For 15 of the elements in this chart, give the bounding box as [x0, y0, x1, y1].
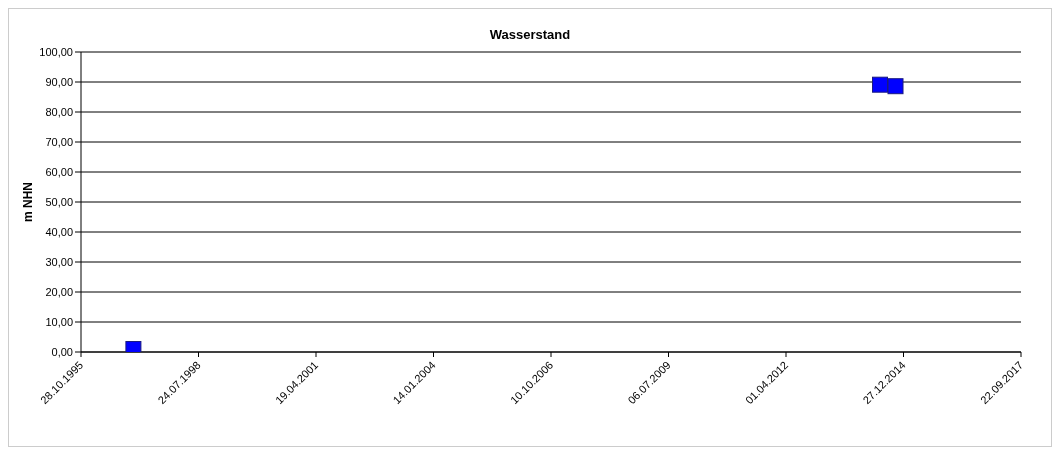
- y-axis-title: m NHN: [21, 181, 36, 223]
- y-tick-label: 40,00: [45, 225, 73, 238]
- y-tick-label: 10,00: [45, 315, 73, 328]
- point: [887, 78, 904, 95]
- y-tick-label: 20,00: [45, 285, 73, 298]
- y-tick-label: 60,00: [45, 165, 73, 178]
- y-tick-label: 100,00: [39, 45, 73, 58]
- y-tick-label: 0,00: [51, 345, 73, 358]
- y-tick-label: 30,00: [45, 255, 73, 268]
- point: [872, 76, 888, 93]
- y-tick-label: 50,00: [45, 195, 73, 208]
- y-tick-label: 80,00: [45, 105, 73, 118]
- y-tick-label: 70,00: [45, 135, 73, 148]
- chart-title: Wasserstand: [488, 27, 572, 42]
- y-tick-label: 90,00: [45, 75, 73, 88]
